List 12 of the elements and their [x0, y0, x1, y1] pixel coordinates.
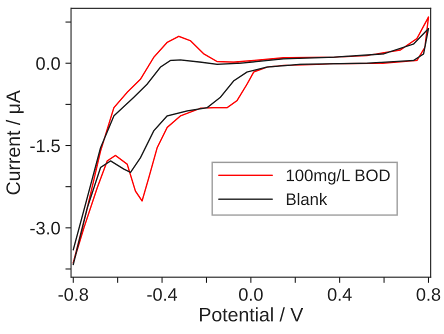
x-tick-label: 0.0 [239, 288, 263, 301]
legend-label: Blank [286, 192, 328, 206]
x-tick-label: -0.4 [147, 288, 178, 301]
x-tick-label: 0.8 [416, 288, 440, 301]
y-tick-label: -1.5 [30, 140, 60, 152]
x-axis-title: Potential / V [200, 307, 304, 322]
x-tick-label: -0.8 [58, 288, 88, 301]
x-tick-label: 0.4 [328, 288, 352, 301]
y-tick-label: -3.0 [30, 222, 60, 235]
y-axis-title: Current / μA [6, 90, 24, 194]
y-tick-label: 0.0 [36, 57, 60, 70]
legend-label: 100mg/L BOD [286, 169, 390, 185]
